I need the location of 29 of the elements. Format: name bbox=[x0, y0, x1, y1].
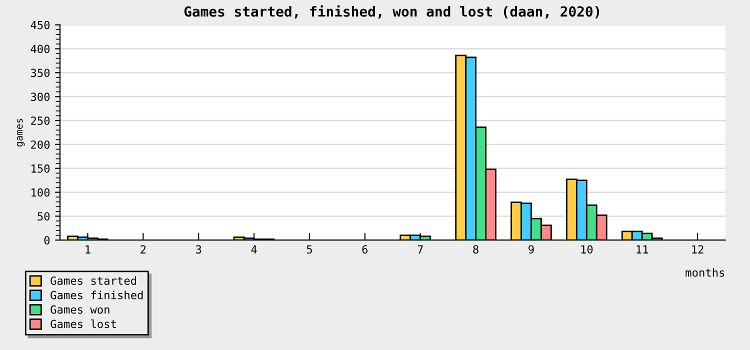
chart-title: Games started, finished, won and lost (daan, 2020) bbox=[184, 5, 600, 18]
y-tick-label: 300 bbox=[30, 92, 50, 102]
y-tick-label: 400 bbox=[30, 44, 50, 54]
x-tick-label: 11 bbox=[636, 245, 648, 254]
x-tick-label: 2 bbox=[140, 245, 146, 254]
x-tick-label: 8 bbox=[473, 245, 478, 254]
legend-label: Games won bbox=[50, 305, 110, 314]
x-tick-label: 10 bbox=[581, 245, 593, 254]
y-tick-label: 250 bbox=[31, 116, 50, 125]
y-tick-label: 0 bbox=[44, 236, 50, 245]
x-tick-label: 1 bbox=[86, 245, 90, 254]
legend-label: Games started bbox=[50, 276, 136, 285]
y-axis-title: games bbox=[17, 118, 25, 147]
x-tick-label: 6 bbox=[362, 245, 368, 254]
y-tick-label: 200 bbox=[31, 140, 50, 149]
x-tick-label: 5 bbox=[306, 245, 312, 254]
y-tick-label: 50 bbox=[38, 212, 50, 221]
y-tick-label: 350 bbox=[30, 68, 50, 78]
x-tick-label: 9 bbox=[528, 245, 534, 254]
legend-label: Games finished bbox=[50, 290, 143, 300]
x-tick-label: 12 bbox=[692, 245, 704, 254]
y-tick-label: 450 bbox=[30, 20, 50, 30]
x-tick-label: 4 bbox=[251, 245, 257, 254]
x-axis-title: months bbox=[686, 268, 724, 277]
y-tick-label: 150 bbox=[32, 164, 50, 173]
x-tick-label: 7 bbox=[418, 245, 423, 254]
y-tick-label: 100 bbox=[32, 188, 50, 197]
legend-label: Games lost bbox=[50, 319, 116, 328]
x-tick-label: 3 bbox=[196, 245, 202, 254]
